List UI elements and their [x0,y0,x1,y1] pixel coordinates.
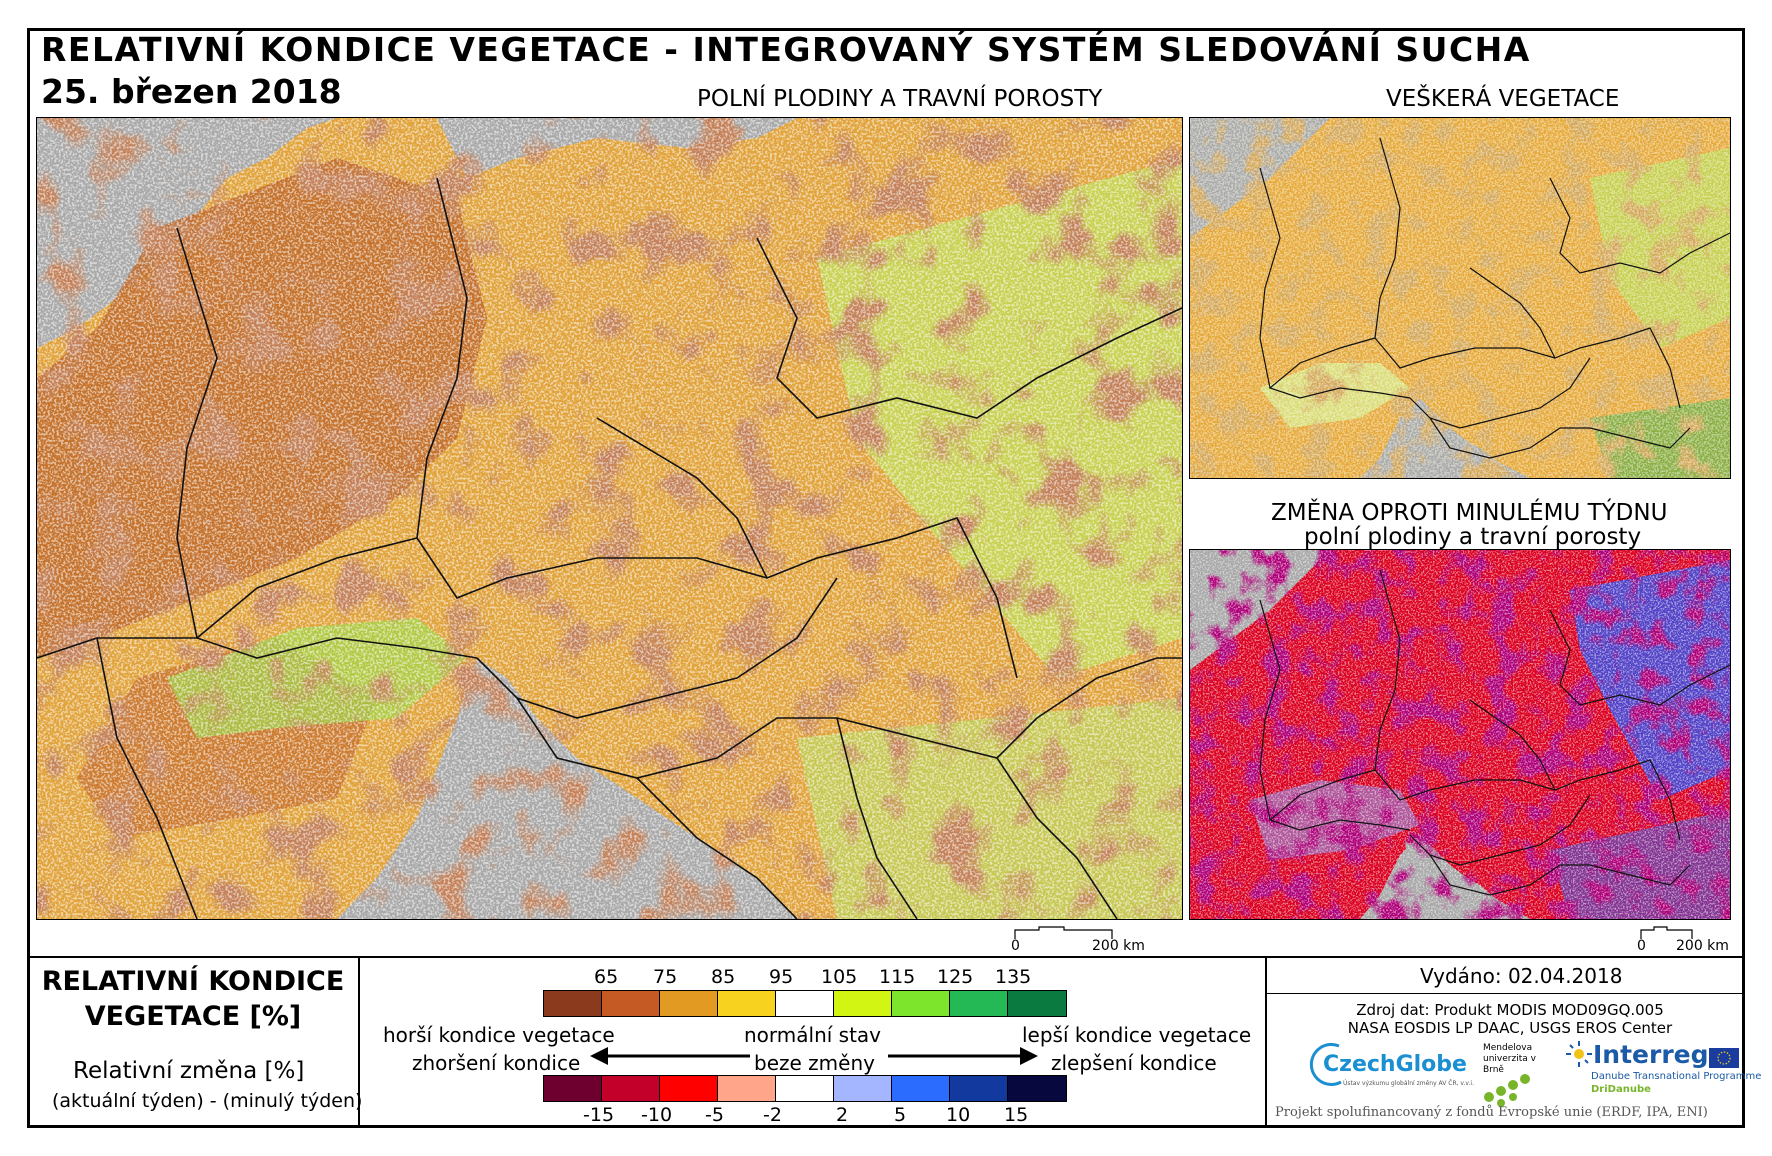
right-arrow-icon [888,1047,1038,1065]
condition-swatch-4 [776,991,834,1016]
change-tick: 10 [946,1104,971,1126]
change-color-ramp [543,1075,1067,1102]
change-swatch-5 [834,1076,892,1101]
change-title: Relativní změna [%] [73,1058,305,1084]
change-swatch-2 [660,1076,718,1101]
czechglobe-logo: CzechGlobe Ústav výzkumu globální změny … [1305,1040,1475,1095]
weekly-change-canvas [1190,550,1730,919]
better-condition-label: lepší kondice vegetace [1022,1023,1252,1047]
mendel-logo: Mendelova univerzita v Brně [1483,1043,1563,1107]
main-scale-bar: 0 200 km [1010,926,1145,956]
condition-swatch-3 [718,991,776,1016]
no-change-label: beze změny [754,1051,875,1075]
czechglobe-subtitle: Ústav výzkumu globální změny AV ČR, v.v.… [1343,1080,1474,1087]
condition-swatch-0 [544,991,602,1016]
condition-tick: 125 [937,966,974,988]
condition-swatch-1 [602,991,660,1016]
condition-color-ramp [543,990,1067,1017]
condition-tick: 115 [879,966,916,988]
legend-title: RELATIVNÍ KONDICE VEGETACE [%] [36,966,350,1032]
issued-date: Vydáno: 02.04.2018 [1420,964,1623,988]
source-line2: NASA EOSDIS LP DAAC, USGS EROS Center [1347,1019,1673,1037]
change-tick: 15 [1004,1104,1029,1126]
source-line1: Zdroj dat: Produkt MODIS MOD09GQ.005 [1356,1001,1664,1019]
change-swatch-1 [602,1076,660,1101]
interreg-logo: Interreg Danube Transnational Programme … [1565,1040,1761,1100]
normal-state-label: normální stav [744,1023,882,1047]
change-tick: 2 [836,1104,849,1126]
all-vegetation-map [1189,117,1731,479]
main-map-canvas [37,118,1182,919]
all-vegetation-canvas [1190,118,1730,478]
info-divider [1265,993,1745,994]
interreg-subtitle: Danube Transnational Programme [1591,1071,1762,1082]
condition-swatch-8 [1008,991,1066,1016]
condition-tick: 105 [821,966,858,988]
condition-tick: 65 [594,966,619,988]
weekly-change-map [1189,549,1731,920]
country-borders [37,177,1182,919]
condition-tick: 85 [711,966,736,988]
change-swatch-7 [950,1076,1008,1101]
legend-left-divider [358,956,360,1128]
change-swatch-6 [892,1076,950,1101]
dridanube-name: DriDanube [1591,1084,1651,1095]
right-scale-bar: 0 200 km [1636,926,1746,956]
change-tick: -10 [641,1104,673,1126]
change-swatch-0 [544,1076,602,1101]
change-tick: -15 [583,1104,615,1126]
condition-swatch-5 [834,991,892,1016]
right-bottom-map-subtitle: polní plodiny a travní porosty [1304,524,1642,550]
worse-condition-label: horší kondice vegetace [383,1023,615,1047]
change-swatch-4 [776,1076,834,1101]
interreg-sun-icon [1566,1041,1592,1067]
outer-frame [27,28,1745,1128]
main-map-title: POLNÍ PLODINY A TRAVNÍ POROSTY [697,86,1103,112]
legend-title-line1: RELATIVNÍ KONDICE [41,966,345,997]
change-tick: -2 [763,1104,782,1126]
mendel-name: Mendelova univerzita v Brně [1483,1043,1536,1075]
country-borders [1259,569,1730,896]
cofinanced-note: Projekt spolufinancovaný z fondů Evropsk… [1275,1105,1708,1120]
condition-swatch-6 [892,991,950,1016]
right-top-map-title: VEŠKERÁ VEGETACE [1386,86,1620,112]
scale-label: 200 km [1092,938,1145,954]
mendel-dots-icon [1484,1074,1530,1107]
condition-swatch-2 [660,991,718,1016]
change-subtitle: (aktuální týden) - (minulý týden) [52,1090,363,1112]
change-tick: -5 [705,1104,724,1126]
data-source: Zdroj dat: Produkt MODIS MOD09GQ.005 NAS… [1290,1001,1730,1037]
legend-title-line2: VEGETACE [%] [84,1001,302,1032]
eu-flag-icon [1709,1048,1739,1068]
condition-tick: 95 [769,966,794,988]
czechglobe-name: CzechGlobe [1323,1052,1467,1077]
page-date: 25. březen 2018 [41,72,342,111]
condition-swatch-7 [950,991,1008,1016]
change-swatch-3 [718,1076,776,1101]
condition-tick: 75 [653,966,678,988]
scale-zero: 0 [1637,938,1646,954]
page-title: RELATIVNÍ KONDICE VEGETACE - INTEGROVANÝ… [41,30,1531,69]
right-bottom-map-title: ZMĚNA OPROTI MINULÉMU TÝDNU [1271,500,1668,526]
main-map [36,117,1183,920]
legend-right-divider [1265,956,1267,1128]
scale-zero: 0 [1011,938,1020,954]
scale-label: 200 km [1676,938,1729,954]
condition-tick: 135 [995,966,1032,988]
interreg-name: Interreg [1593,1040,1709,1069]
improvement-label: zlepšení kondice [1051,1051,1217,1075]
country-borders [1259,137,1730,459]
left-arrow-icon [590,1047,750,1065]
change-swatch-8 [1008,1076,1066,1101]
change-tick: 5 [894,1104,907,1126]
worsening-label: zhoršení kondice [412,1051,581,1075]
legend-top-divider [27,956,1745,958]
